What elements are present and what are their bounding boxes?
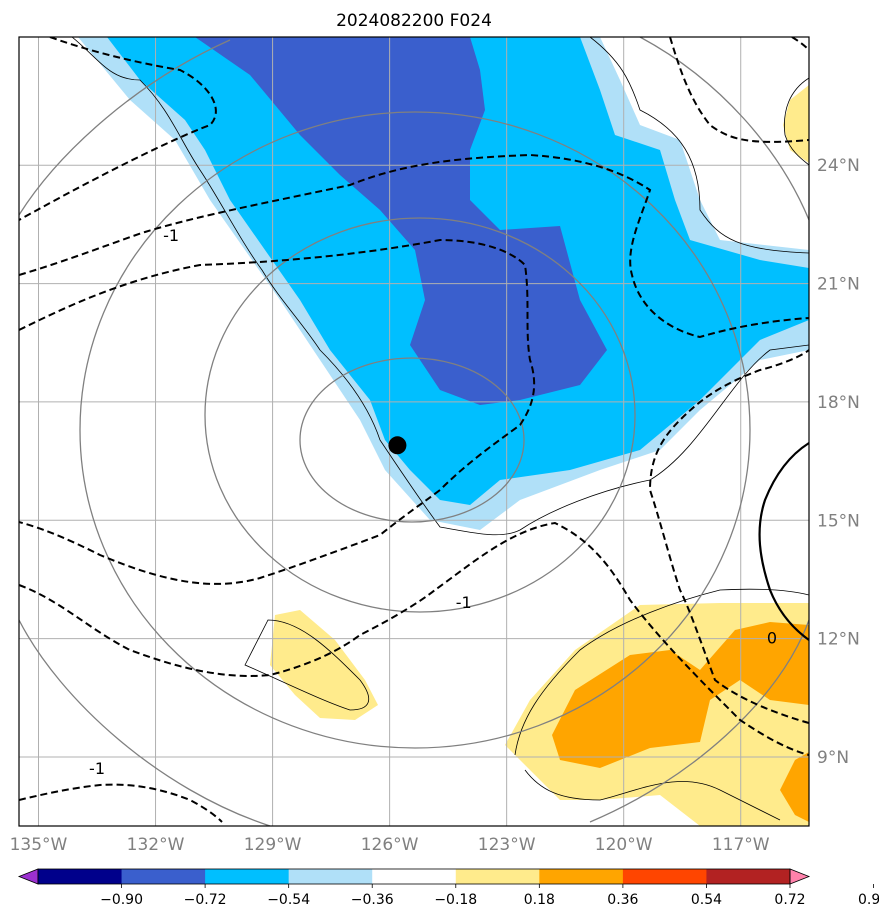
shade-blue-region	[195, 37, 607, 405]
map-panel: -1 -1 -1 0	[18, 36, 810, 827]
outline-shaded-northwest	[71, 37, 809, 536]
lon-tick-label: 123°W	[478, 835, 536, 855]
shade-orange-region-southeast	[780, 752, 809, 822]
lon-tick-label: 135°W	[10, 835, 68, 855]
dashed-contour-2	[19, 153, 809, 339]
gray-contour-outer-1	[19, 39, 231, 216]
gray-contour-ring-1	[299, 357, 525, 523]
colorbar-tick-label: −0.72	[184, 892, 227, 908]
dashed-contours	[19, 37, 809, 823]
colorbar-tick-label: −0.54	[267, 892, 310, 908]
lat-tick-label: 24°N	[817, 156, 860, 176]
colorbar-frame	[37, 868, 791, 885]
outline-yellow-northeast	[784, 77, 809, 166]
colorbar-segment	[121, 869, 206, 884]
outline-yellow-east	[514, 588, 809, 756]
shade-orange-region-east	[552, 622, 809, 768]
lat-tick-label: 21°N	[817, 275, 860, 295]
dashed-contour-6	[19, 783, 223, 823]
lon-tick-label: 129°W	[244, 835, 302, 855]
longitude-tick-labels: 135°W 132°W 129°W 126°W 123°W 120°W 117°W	[10, 835, 770, 855]
colorbar-segment	[455, 869, 540, 884]
shade-yellow-region-northeast	[783, 85, 809, 163]
gray-contour-outer-4	[639, 37, 809, 221]
colorbar-tick-label: −0.36	[351, 892, 394, 908]
colorbar-segment	[539, 869, 624, 884]
colorbar-segment	[706, 869, 791, 884]
colorbar-tick-label: −0.18	[434, 892, 477, 908]
colorbar-segment	[372, 869, 457, 884]
lon-tick-label: 126°W	[361, 835, 419, 855]
lat-tick-label: 15°N	[817, 511, 860, 531]
map-title: 2024082200 F024	[336, 11, 492, 31]
colorbar-segment	[38, 869, 123, 884]
gridlines	[19, 37, 809, 826]
storm-center-marker	[388, 436, 407, 455]
colorbar-tick-label: 0.72	[774, 892, 805, 908]
dashed-contour-1	[19, 37, 217, 221]
lon-tick-label: 117°W	[712, 835, 770, 855]
contour-labels: -1 -1 -1 0	[89, 226, 777, 778]
latitude-tick-labels: 24°N 21°N 18°N 15°N 12°N 9°N	[817, 156, 860, 768]
dashed-contour-7	[669, 37, 809, 143]
gray-contour-ring-3	[79, 111, 751, 749]
colorbar-tick-label: 0.54	[691, 892, 722, 908]
lat-tick-label: 12°N	[817, 630, 860, 650]
colorbar-extend-low	[17, 868, 39, 885]
outline-yellow-west	[244, 619, 370, 711]
gray-contour-ring-2	[204, 217, 636, 613]
lat-tick-label: 18°N	[817, 393, 860, 413]
zero-contour	[758, 442, 809, 641]
outline-shaded-northeast	[589, 37, 809, 254]
contour-label: 0	[767, 629, 777, 648]
gray-contours	[19, 37, 809, 826]
colorbar-tick-label: 0.36	[607, 892, 638, 908]
colorbar-tick-label: −0.90	[100, 892, 143, 908]
gray-contour-outer-3	[589, 619, 809, 823]
dashed-contour-3	[19, 238, 536, 585]
colorbar-segment	[205, 869, 290, 884]
outline-yellow-east-bottom	[524, 769, 781, 821]
contour-label: -1	[456, 593, 472, 612]
contour-label: -1	[89, 759, 105, 778]
lon-tick-label: 120°W	[595, 835, 653, 855]
lat-tick-label: 9°N	[817, 748, 849, 768]
colorbar-tick-label: 0.18	[524, 892, 555, 908]
dashed-contour-5	[648, 349, 809, 724]
map-frame	[18, 36, 810, 827]
dashed-contour-4	[19, 521, 809, 756]
lon-tick-label: 132°W	[127, 835, 185, 855]
colorbar-extend-high	[789, 868, 811, 885]
colorbar-segment	[622, 869, 707, 884]
thin-black-contours	[71, 37, 809, 821]
colorbar-tick-label: 0.90	[858, 892, 879, 908]
contour-label: -1	[163, 226, 179, 245]
colorbar: −0.90 −0.72 −0.54 −0.36 −0.18 0.18 0.36 0.54 0.7…	[17, 868, 879, 908]
dashed-contour-8	[791, 37, 809, 51]
colorbar-segment	[288, 869, 373, 884]
gray-contour-outer-2	[19, 619, 271, 826]
shade-yellow-region-west	[270, 610, 378, 720]
